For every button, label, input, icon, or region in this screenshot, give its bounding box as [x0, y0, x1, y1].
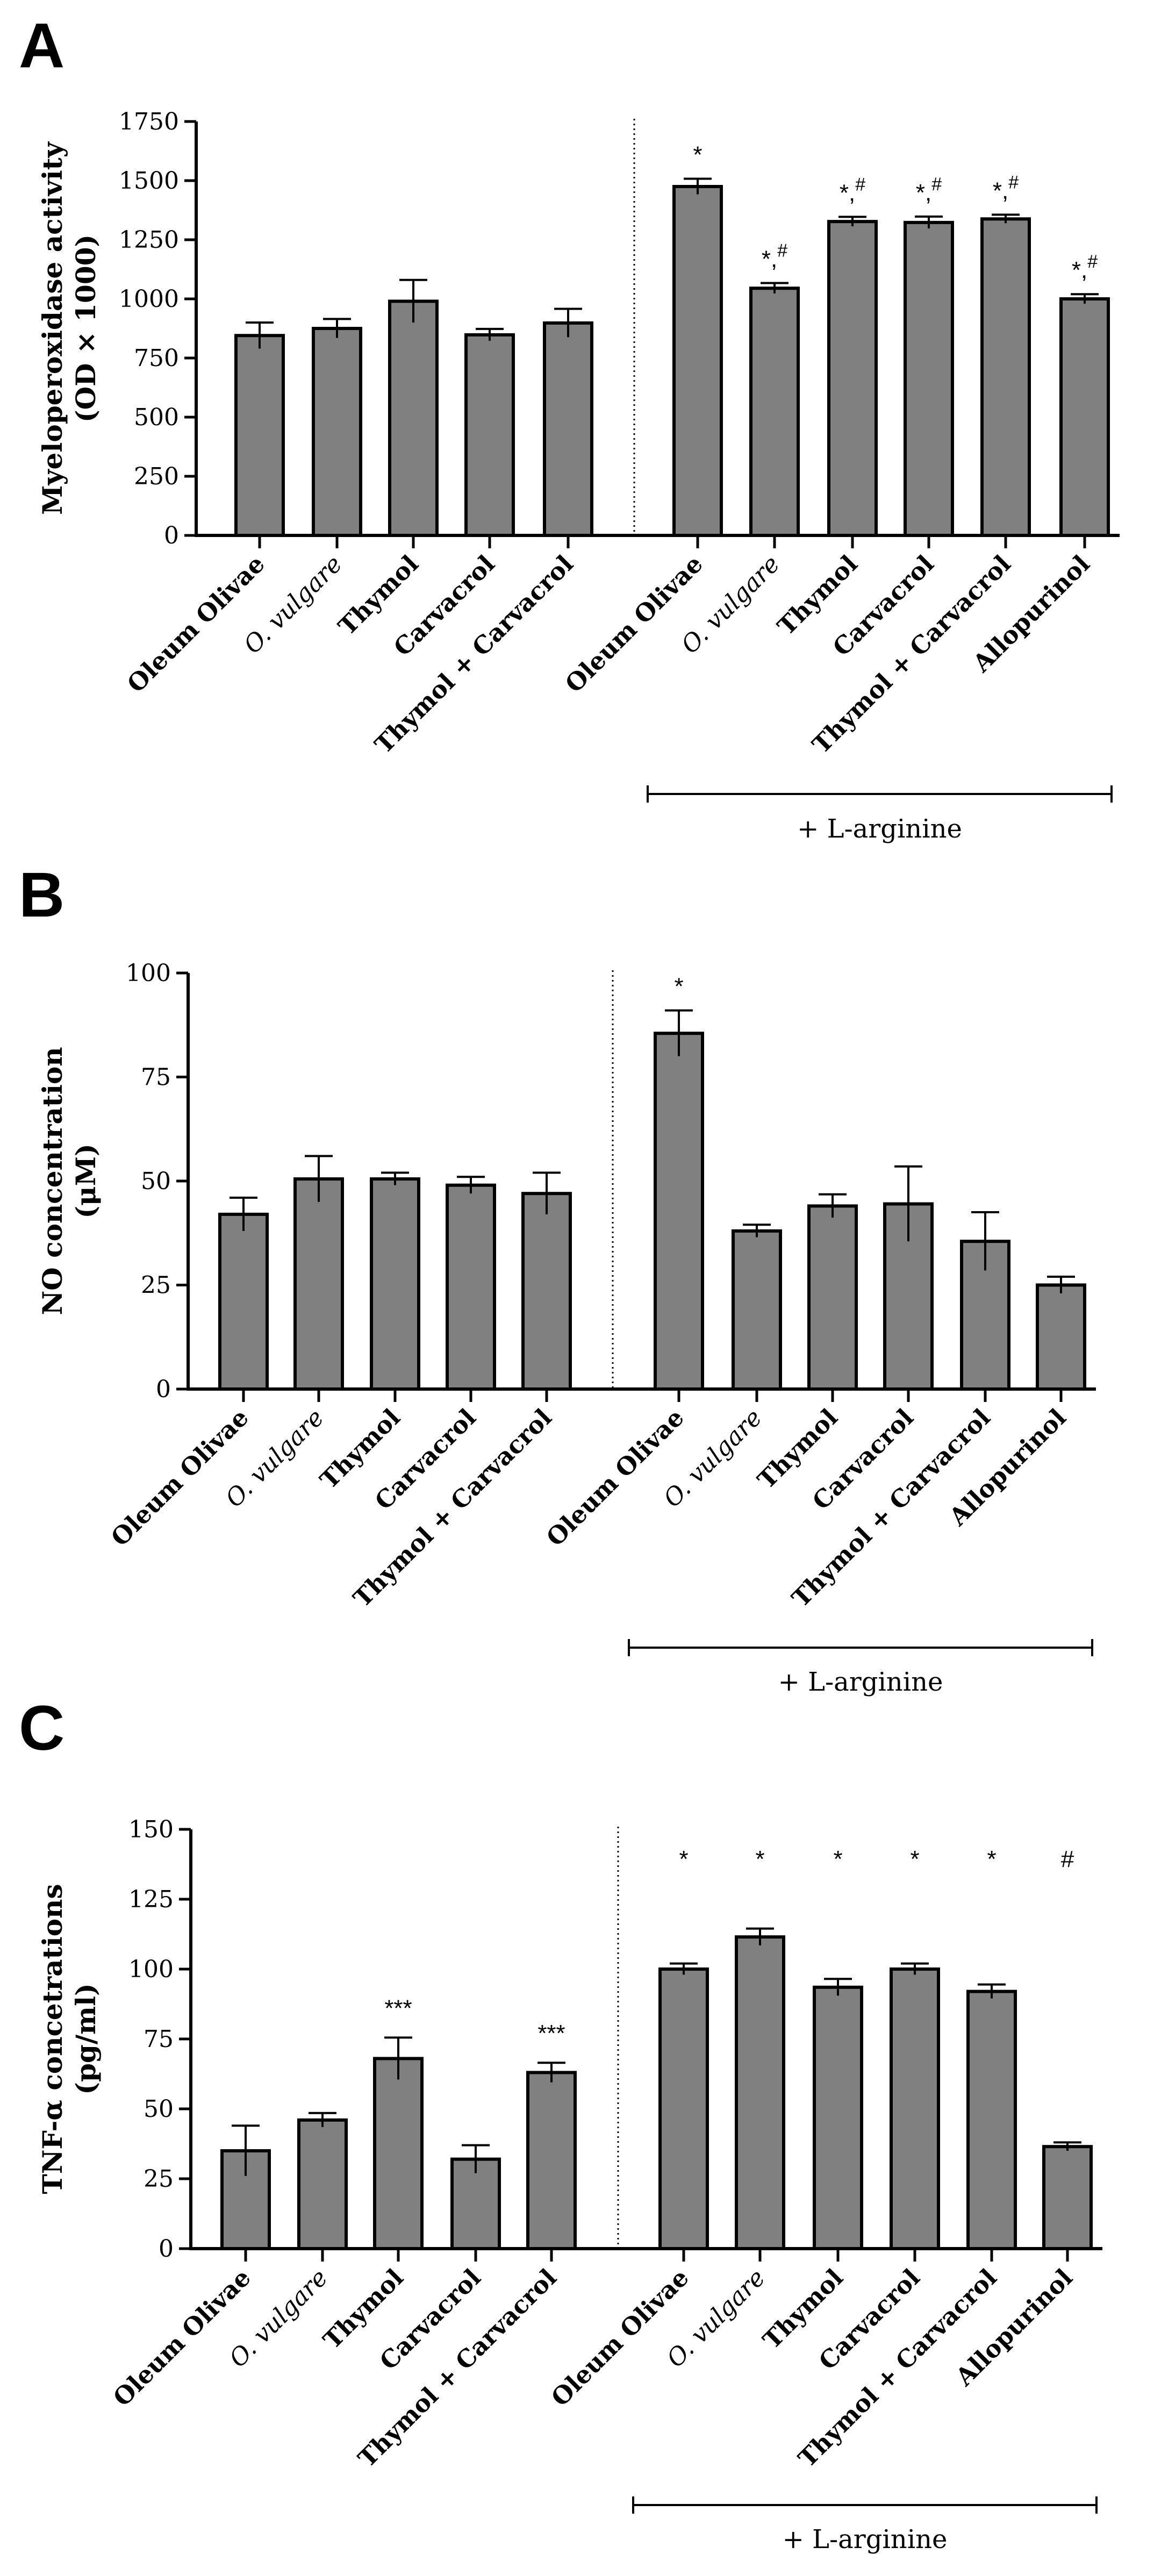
- y-tick-label: 0: [164, 522, 179, 549]
- panel-letter: A: [19, 10, 64, 81]
- significance-marker: *,#: [993, 172, 1019, 204]
- x-tick-label: Oleum Olivae: [107, 2263, 256, 2412]
- significance-marker: *: [674, 974, 683, 1000]
- y-tick-label: 75: [141, 1064, 171, 1091]
- y-tick-label: 750: [134, 345, 179, 372]
- bar: [1059, 297, 1110, 537]
- chart-panel-B: B NO concentration(μM) 0 25 50 75 100 Oleum Oli…: [19, 860, 1096, 1697]
- significance-marker: ***: [537, 2020, 565, 2047]
- chart-panel-A: A Myeloperoxidase activity(OD × 1000) 0 250…: [19, 10, 1120, 844]
- significance-marker: *: [910, 1846, 919, 1872]
- significance-marker: *: [693, 141, 702, 168]
- bar: [312, 327, 362, 537]
- bar: [543, 321, 593, 537]
- significance-marker: *,#: [762, 241, 787, 273]
- y-tick-label: 150: [128, 1816, 174, 1843]
- significance-marker: *: [833, 1846, 842, 1872]
- y-tick-label: 1750: [119, 108, 179, 135]
- bar: [749, 287, 800, 537]
- significance-marker: *,#: [840, 174, 865, 206]
- y-tick-label: 100: [126, 960, 171, 987]
- bar: [827, 220, 878, 537]
- y-tick-label: 75: [144, 2026, 174, 2053]
- bar: [373, 2057, 424, 2250]
- bar: [654, 1032, 704, 1391]
- bar: [813, 1985, 863, 2251]
- bar: [1042, 2145, 1093, 2250]
- significance-marker: #: [1061, 1846, 1074, 1872]
- y-tick-label: 50: [141, 1168, 171, 1195]
- significance-marker: *: [679, 1846, 688, 1872]
- y-tick-label: 25: [144, 2165, 174, 2193]
- bar: [526, 2071, 577, 2250]
- bar: [890, 1967, 940, 2250]
- bar: [904, 220, 954, 537]
- bar: [807, 1204, 858, 1391]
- bar: [1036, 1283, 1086, 1391]
- bar: [218, 1212, 269, 1391]
- bar: [297, 2118, 348, 2251]
- bar: [370, 1177, 420, 1391]
- y-tick-label: 500: [134, 404, 179, 431]
- x-tick-label: Oleum Olivae: [105, 1403, 254, 1552]
- bar: [658, 1967, 709, 2250]
- x-tick-label: Oleum Olivae: [546, 2263, 694, 2412]
- group-label: + L-arginine: [797, 814, 962, 844]
- y-tick-label: 1250: [119, 226, 179, 254]
- bar: [446, 1183, 496, 1391]
- bar: [980, 217, 1031, 537]
- chart-panel-C: C TNF-α concetrations(pg/ml) 0 25 50 75 100 125…: [19, 1693, 1102, 2554]
- bar: [293, 1177, 344, 1391]
- y-tick-label: 1000: [119, 285, 179, 313]
- y-tick-label: 25: [141, 1272, 171, 1299]
- significance-marker: *,#: [1072, 252, 1098, 283]
- significance-marker: ***: [384, 1995, 412, 2021]
- bar: [464, 333, 515, 537]
- panel-letter: B: [19, 860, 64, 931]
- significance-marker: *,#: [916, 174, 942, 206]
- y-axis-label: Myeloperoxidase activity(OD × 1000): [37, 141, 102, 515]
- y-tick-label: 0: [156, 1376, 171, 1403]
- y-tick-label: 100: [128, 1956, 174, 1983]
- significance-marker: *: [987, 1846, 996, 1872]
- bar: [672, 185, 723, 537]
- x-tick-label: Oleum Olivae: [541, 1403, 690, 1552]
- group-label: + L-arginine: [783, 2524, 948, 2554]
- y-tick-label: 1500: [119, 167, 179, 195]
- y-tick-label: 250: [134, 463, 179, 490]
- group-label: + L-arginine: [778, 1667, 943, 1697]
- bar: [735, 1935, 785, 2250]
- y-tick-label: 125: [128, 1886, 174, 1913]
- y-tick-label: 0: [159, 2235, 174, 2263]
- y-tick-label: 50: [144, 2095, 174, 2123]
- x-tick-label: Oleum Olivae: [560, 549, 708, 698]
- y-axis-label: TNF-α concetrations(pg/ml): [37, 1884, 102, 2194]
- bar: [732, 1229, 782, 1391]
- x-tick-label: Oleum Olivae: [121, 549, 270, 698]
- significance-marker: *: [755, 1846, 764, 1872]
- y-axis-label: NO concentration(μM): [37, 1047, 102, 1315]
- bar: [234, 334, 285, 537]
- bar: [966, 1990, 1017, 2251]
- bar: [521, 1192, 572, 1391]
- panel-letter: C: [19, 1693, 64, 1764]
- bar: [388, 299, 439, 538]
